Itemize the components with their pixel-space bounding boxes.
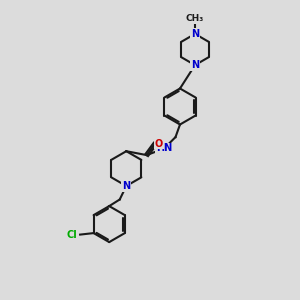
Text: Cl: Cl: [66, 230, 77, 240]
Text: N: N: [191, 29, 199, 39]
Text: N: N: [191, 60, 199, 70]
Text: HN: HN: [156, 143, 172, 154]
Text: N: N: [122, 181, 130, 191]
Text: O: O: [154, 139, 163, 149]
Text: CH₃: CH₃: [186, 14, 204, 23]
